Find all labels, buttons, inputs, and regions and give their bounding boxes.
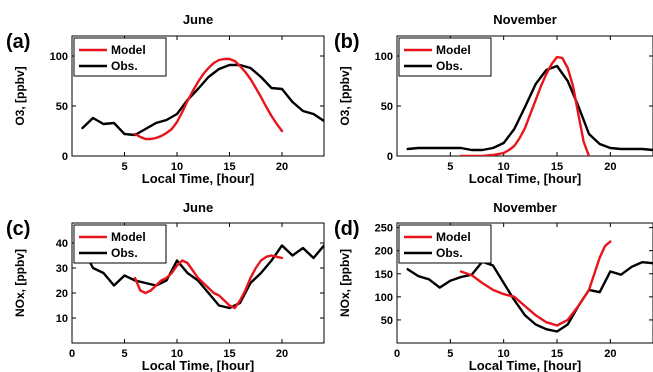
legend-box <box>398 37 492 77</box>
y-tick-label: 100 <box>50 51 68 63</box>
axes-frame <box>396 35 653 157</box>
chart-panel-d: (d) November 0 5 10 15 20 50 100 150 200 250 Local T… <box>334 200 653 372</box>
y-tick-label: 250 <box>375 223 393 235</box>
series-line-model <box>459 240 612 327</box>
x-axis-label: Local Time, [hour] <box>469 171 581 186</box>
y-axis-label: O3, [ppbv] <box>338 66 352 125</box>
x-tick-label: 15 <box>551 161 563 173</box>
chart-panel-c: (c) June 0 5 10 15 20 10 20 30 40 Local Time, [hour… <box>6 200 325 372</box>
x-tick-label: 10 <box>171 161 183 173</box>
y-axis-label: O3, [ppbv] <box>13 66 27 125</box>
legend-label: Obs. <box>436 246 463 260</box>
series-line-obs <box>406 64 653 152</box>
legend-box <box>73 37 167 77</box>
x-tick-label: 20 <box>276 348 288 360</box>
legend-label: Obs. <box>111 59 138 73</box>
legend-label: Model <box>111 43 146 57</box>
x-tick-label: 10 <box>171 348 183 360</box>
axes-frame <box>71 222 325 344</box>
y-tick-label: 0 <box>62 151 68 163</box>
x-tick-label: 15 <box>223 161 235 173</box>
panel-label: (c) <box>6 218 30 240</box>
legend-label: Obs. <box>436 59 463 73</box>
x-tick-label: 10 <box>498 348 510 360</box>
x-tick-label: 5 <box>447 161 453 173</box>
x-tick-label: 20 <box>276 161 288 173</box>
axes-frame <box>71 35 325 157</box>
x-tick-label: 15 <box>551 348 563 360</box>
x-tick-label: 5 <box>121 161 127 173</box>
y-tick-label: 100 <box>375 51 393 63</box>
x-tick-label: 5 <box>121 348 127 360</box>
x-axis-label: Local Time, [hour] <box>469 358 581 372</box>
axes-frame <box>396 222 653 344</box>
y-axis-label: NOx, [ppbv] <box>338 249 352 317</box>
legend-label: Model <box>436 43 471 57</box>
x-tick-label: 5 <box>447 348 453 360</box>
x-tick-label: 0 <box>394 348 400 360</box>
x-tick-label: 15 <box>223 348 235 360</box>
y-tick-label: 30 <box>56 263 68 275</box>
y-tick-label: 150 <box>375 269 393 281</box>
y-tick-label: 200 <box>375 246 393 258</box>
legend-box <box>73 224 167 264</box>
panel-label: (d) <box>334 218 360 240</box>
chart-title: November <box>493 200 557 215</box>
x-tick-label: 0 <box>69 348 75 360</box>
panel-label: (b) <box>334 31 360 53</box>
y-tick-label: 0 <box>387 151 393 163</box>
series-line-obs <box>81 63 324 137</box>
chart-panel-a: (a) June 5 10 15 20 0 50 100 Local Time, [hour] O3… <box>6 12 325 186</box>
series-line-model <box>133 254 284 310</box>
x-tick-label: 10 <box>498 161 510 173</box>
y-tick-label: 100 <box>375 292 393 304</box>
y-tick-label: 10 <box>56 313 68 325</box>
legend-label: Model <box>111 230 146 244</box>
series-line-obs <box>406 260 653 333</box>
panel-label: (a) <box>6 31 30 53</box>
legend-label: Obs. <box>111 246 138 260</box>
chart-title: June <box>183 12 213 27</box>
chart-title: November <box>493 12 557 27</box>
legend-box <box>398 224 492 264</box>
series-line-model <box>459 55 591 156</box>
y-tick-label: 20 <box>56 288 68 300</box>
y-tick-label: 50 <box>381 315 393 327</box>
x-tick-label: 20 <box>604 161 616 173</box>
y-tick-label: 40 <box>56 238 68 250</box>
x-axis-label: Local Time, [hour] <box>142 171 254 186</box>
series-line-model <box>133 57 284 141</box>
x-axis-label: Local Time, [hour] <box>142 358 254 372</box>
y-axis-label: NOx, [ppbv] <box>13 249 27 317</box>
x-tick-label: 20 <box>604 348 616 360</box>
legend-label: Model <box>436 230 471 244</box>
chart-panel-b: (b) November 5 10 15 20 0 50 100 Local Time, [hou… <box>334 12 653 186</box>
chart-title: June <box>183 200 213 215</box>
series-line-obs <box>81 244 324 310</box>
y-tick-label: 50 <box>381 101 393 113</box>
y-tick-label: 50 <box>56 101 68 113</box>
